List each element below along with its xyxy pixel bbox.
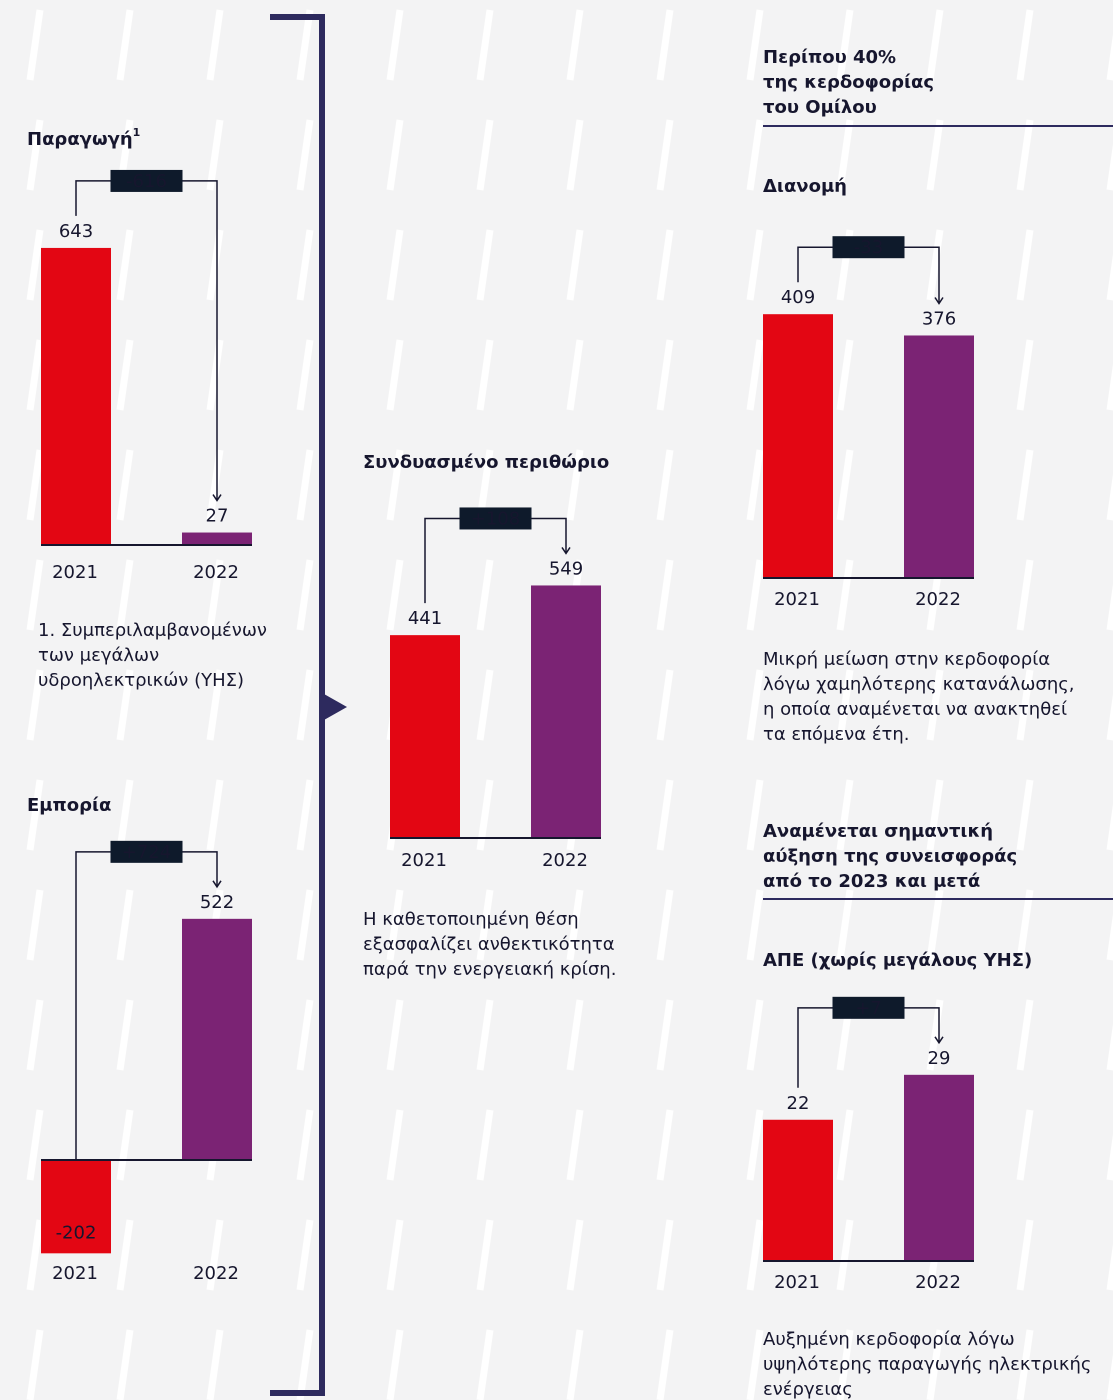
note-line: Μικρή μείωση στην κερδοφορία bbox=[763, 649, 1050, 670]
bar bbox=[531, 585, 601, 838]
bar bbox=[763, 314, 833, 578]
value-label: 409 bbox=[781, 287, 815, 308]
chart-title-text: Παραγωγή bbox=[27, 129, 133, 150]
bracket-arrow bbox=[324, 694, 347, 720]
value-label: 29 bbox=[928, 1048, 951, 1069]
bar bbox=[182, 918, 252, 1160]
connector-arrow bbox=[934, 297, 944, 305]
connector-arrow bbox=[212, 880, 222, 889]
note-line: των μεγάλων bbox=[38, 645, 159, 666]
section-heading: από το 2023 και μετά bbox=[763, 871, 980, 892]
chart-title: ΑΠΕ (χωρίς μεγάλους ΥΗΣ) bbox=[763, 950, 1032, 971]
chart-title: Συνδυασμένο περιθώριο bbox=[363, 452, 609, 473]
category-label: 2021 bbox=[52, 562, 98, 583]
value-label: 376 bbox=[922, 308, 956, 329]
note-line: 1. Συμπεριλαμβανομένων bbox=[38, 620, 267, 641]
change-box bbox=[110, 169, 183, 192]
bar bbox=[182, 532, 252, 545]
value-label: -202 bbox=[56, 1222, 97, 1243]
connector-arrow bbox=[212, 494, 222, 502]
section-heading: αύξηση της συνεισφοράς bbox=[763, 846, 1017, 867]
note-line: Η καθετοποιημένη θέση bbox=[363, 909, 579, 930]
change-box bbox=[110, 840, 183, 863]
chart-title: Παραγωγή1 bbox=[27, 126, 140, 150]
change-label: -616 bbox=[126, 171, 167, 192]
section-heading: Περίπου 40% bbox=[763, 47, 896, 68]
change-box bbox=[832, 996, 905, 1019]
chart-title-text: Συνδυασμένο περιθώριο bbox=[363, 452, 609, 473]
note-line: υδροηλεκτρικών (ΥΗΣ) bbox=[38, 670, 244, 691]
chart-title-text: ΑΠΕ (χωρίς μεγάλους ΥΗΣ) bbox=[763, 950, 1032, 971]
note-line: η οποία αναμένεται να ανακτηθεί bbox=[763, 699, 1067, 720]
value-label: 643 bbox=[59, 221, 93, 242]
chart-title-text: Διανομή bbox=[763, 176, 847, 197]
category-label: 2021 bbox=[401, 850, 447, 871]
value-label: 441 bbox=[408, 608, 442, 629]
bar bbox=[390, 635, 460, 838]
bar bbox=[41, 247, 111, 545]
note-line: ενέργειας bbox=[763, 1379, 853, 1400]
change-label: -33 bbox=[854, 237, 883, 258]
category-label: 2022 bbox=[915, 589, 961, 610]
chart-title: Διανομή bbox=[763, 176, 847, 197]
change-label: +108 bbox=[471, 508, 520, 529]
bar bbox=[904, 335, 974, 578]
change-label: +7 bbox=[855, 998, 882, 1019]
category-label: 2021 bbox=[52, 1263, 98, 1284]
note-line: παρά την ενεργειακή κρίση. bbox=[363, 959, 616, 980]
bar bbox=[41, 1160, 111, 1254]
value-label: 522 bbox=[200, 892, 234, 913]
note-line: υψηλότερης παραγωγής ηλεκτρικής bbox=[763, 1354, 1091, 1375]
category-label: 2022 bbox=[542, 850, 588, 871]
note-line: Αυξημένη κερδοφορία λόγω bbox=[763, 1329, 1015, 1350]
category-label: 2022 bbox=[915, 1272, 961, 1293]
note-line: εξασφαλίζει ανθεκτικότητα bbox=[363, 934, 615, 955]
note-line: λόγω χαμηλότερης κατανάλωσης, bbox=[763, 674, 1075, 695]
section-heading: του Ομίλου bbox=[763, 97, 877, 118]
section-heading: της κερδοφορίας bbox=[763, 72, 934, 93]
section-heading: Αναμένεται σημαντική bbox=[763, 821, 993, 842]
connector-arrow bbox=[934, 1036, 944, 1045]
title-footnote: 1 bbox=[133, 126, 141, 139]
change-label: +724 bbox=[122, 842, 171, 863]
bar bbox=[904, 1074, 974, 1261]
bar bbox=[763, 1119, 833, 1261]
change-box bbox=[459, 507, 532, 530]
change-box bbox=[832, 236, 905, 259]
category-label: 2022 bbox=[193, 562, 239, 583]
category-label: 2021 bbox=[774, 589, 820, 610]
note-line: τα επόμενα έτη. bbox=[763, 724, 910, 745]
value-label: 22 bbox=[787, 1093, 810, 1114]
category-label: 2022 bbox=[193, 1263, 239, 1284]
chart-title: Εμπορία bbox=[27, 795, 111, 816]
value-label: 27 bbox=[206, 506, 229, 527]
connector-arrow bbox=[561, 547, 571, 555]
bracket bbox=[270, 14, 325, 1396]
category-label: 2021 bbox=[774, 1272, 820, 1293]
chart-title-text: Εμπορία bbox=[27, 795, 111, 816]
value-label: 549 bbox=[549, 558, 583, 579]
